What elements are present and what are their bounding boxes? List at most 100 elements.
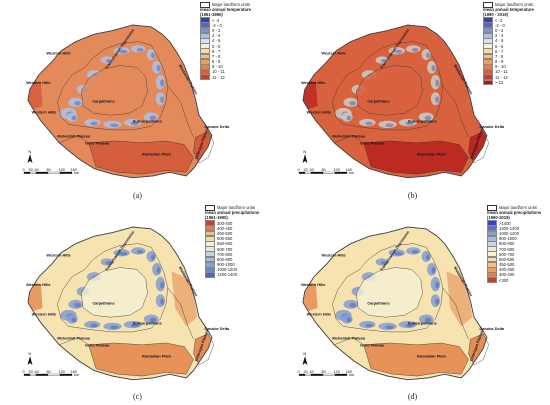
legend-label: 400-450: [499, 267, 515, 273]
legend-title: mean annual temperature: [483, 7, 534, 13]
label-mehedinti: Mehedinti Plateau: [332, 336, 365, 340]
legend-swatch: [200, 74, 210, 81]
legend-units-row: Major landform units: [200, 1, 251, 8]
legend-label: 800-900: [499, 241, 515, 247]
legend-label: -2 - 0: [495, 22, 505, 28]
label-western_hills: Western Hills: [301, 283, 325, 287]
svg-text:0: 0: [23, 370, 25, 374]
legend-label: 900-1000: [499, 236, 517, 242]
north-arrow: N: [27, 149, 33, 163]
legend-units-swatch: [205, 204, 215, 211]
legend-b: Major landform units mean annual temperat…: [483, 1, 534, 86]
label-western_hills: Western Hills: [32, 312, 56, 316]
legend-label: 4 - 5: [495, 38, 504, 44]
legend-label: < -2: [212, 17, 220, 23]
svg-text:N: N: [28, 149, 31, 154]
legend-period: (1961-1990): [200, 12, 223, 18]
legend-label: 0 - 2: [495, 27, 504, 33]
label-carpathians: Carpathians: [367, 99, 389, 103]
caption-d: (d): [407, 392, 418, 401]
label-subcarpathians: Subcarpathians: [408, 120, 437, 124]
zone-western-plain: [302, 280, 318, 312]
north-arrow: N: [302, 149, 308, 163]
zone-transylvania: [81, 65, 148, 116]
zone-transylvania: [81, 267, 148, 318]
panel-b: Western Hills Western Hills Western Hills C…: [275, 0, 550, 202]
svg-text:N: N: [28, 351, 31, 356]
legend-units-swatch: [483, 1, 493, 8]
legend-label: 600-700: [499, 251, 515, 257]
label-carpathians: Carpathians: [367, 301, 389, 305]
label-danube_delta: Danube Delta: [205, 125, 231, 129]
legend-swatch: [483, 79, 493, 86]
zone-romanian-plain: [88, 140, 194, 175]
svg-text:20: 20: [304, 168, 308, 172]
legend-label: 900-1000: [217, 262, 235, 268]
legend-label: < -2: [495, 17, 503, 23]
label-getic: Getic Plateau: [360, 142, 385, 146]
caption-b: (b): [407, 191, 418, 200]
legend-label: 700-800: [499, 246, 515, 252]
label-subcarpathians: Subcarpathians: [133, 322, 162, 326]
legend-a: Major landform units mean annual temperat…: [200, 1, 251, 81]
svg-text:80: 80: [322, 370, 326, 374]
svg-text:km: km: [349, 373, 354, 377]
legend-units-swatch: [200, 1, 210, 8]
svg-text:20: 20: [304, 370, 308, 374]
legend-label: 300-400: [217, 220, 233, 226]
svg-text:80: 80: [322, 168, 326, 172]
legend-label: -2 - 0: [212, 22, 222, 28]
legend-period: (1990-2019): [487, 215, 510, 221]
svg-text:160: 160: [71, 370, 77, 374]
label-western_hills: Western Hills: [301, 81, 325, 85]
svg-text:40: 40: [35, 168, 39, 172]
svg-text:40: 40: [35, 370, 39, 374]
legend-title: mean annual temperature: [200, 7, 251, 13]
zone-transylvania: [356, 65, 423, 116]
label-western_hills: Western Hills: [307, 110, 331, 114]
legend-period: (1961-1990): [205, 215, 228, 221]
legend-label: 8 - 9: [212, 59, 221, 65]
legend-entry: 1200-1400: [205, 272, 259, 278]
legend-label: 0 - 2: [212, 27, 221, 33]
legend-label: 500-600: [499, 256, 515, 262]
map-b: Western Hills Western Hills Western Hills C…: [298, 24, 505, 179]
map-d: Western Hills Western Hills Western Hills C…: [298, 226, 505, 381]
legend-units-row: Major landform units: [487, 204, 541, 211]
legend-swatch: [487, 277, 497, 284]
label-mehedinti: Mehedinti Plateau: [332, 134, 365, 138]
legend-label: 400-450: [217, 225, 233, 231]
svg-text:40: 40: [310, 370, 314, 374]
zone-romanian-plain: [363, 342, 469, 377]
svg-text:km: km: [74, 171, 79, 175]
legend-label: > 12: [495, 79, 504, 85]
legend-entry: <300: [487, 277, 541, 284]
label-getic: Getic Plateau: [360, 344, 385, 348]
legend-label: 7 - 8: [495, 53, 504, 59]
legend-label: 1000-1200: [217, 267, 238, 273]
legend-label: 2 - 4: [495, 33, 504, 39]
label-western_hills: Western Hills: [321, 253, 345, 257]
legend-title: mean annual precipitations: [205, 210, 260, 216]
svg-text:N: N: [303, 149, 306, 154]
legend-swatch: [205, 272, 215, 278]
zone-carpathians: [335, 45, 440, 129]
panel-d: Western Hills Western Hills Western Hills C…: [275, 202, 550, 404]
svg-text:km: km: [349, 171, 354, 175]
svg-text:80: 80: [47, 370, 51, 374]
svg-text:0: 0: [298, 168, 300, 172]
legend-units-label: Major landform units: [212, 2, 250, 7]
legend-units-label: Major landform units: [499, 205, 537, 210]
legend-label: 450-500: [217, 230, 233, 236]
legend-units-label: Major landform units: [495, 2, 533, 7]
legend-label: <300: [499, 277, 509, 283]
zone-western-plain: [302, 78, 318, 110]
legend-label: 450-500: [499, 262, 515, 268]
map-c: Western Hills Western Hills Western Hills C…: [23, 226, 230, 381]
label-western_hills: Western Hills: [26, 81, 50, 85]
north-arrow: N: [302, 351, 308, 365]
legend-label: 300-400: [499, 272, 515, 278]
legend-entry: > 12: [483, 79, 534, 86]
